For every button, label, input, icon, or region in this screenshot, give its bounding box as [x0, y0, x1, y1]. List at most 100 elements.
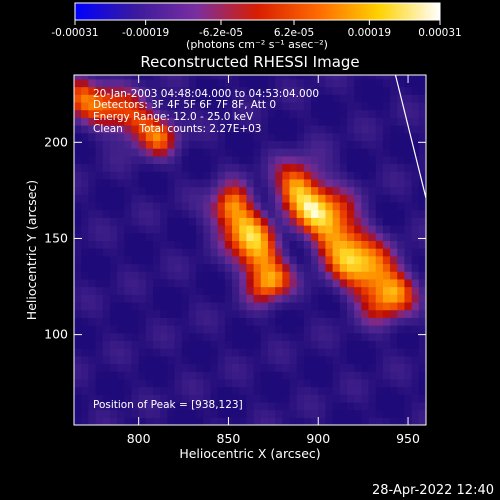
heatmap-cell	[361, 255, 370, 265]
heatmap-cell	[339, 255, 348, 265]
heatmap-cell	[253, 355, 262, 365]
heatmap-cell	[210, 386, 219, 395]
heatmap-cell	[167, 78, 176, 88]
heatmap-cell	[153, 301, 161, 311]
heatmap-cell	[267, 132, 276, 141]
heatmap-cell	[260, 294, 269, 303]
heatmap-cell	[160, 109, 168, 118]
heatmap-cell	[260, 163, 269, 172]
heatmap-cell	[138, 225, 147, 234]
heatmap-cell	[318, 401, 327, 411]
heatmap-cell	[339, 163, 348, 172]
heatmap-cell	[239, 317, 248, 326]
heatmap-cell	[318, 386, 327, 395]
heatmap-cell	[239, 363, 248, 372]
heatmap-cell	[188, 340, 197, 349]
heatmap-cell	[282, 209, 291, 218]
heatmap-cell	[174, 294, 183, 303]
heatmap-cell	[397, 232, 406, 241]
heatmap-cell	[188, 109, 197, 118]
heatmap-cell	[160, 309, 168, 318]
heatmap-cell	[339, 201, 348, 211]
heatmap-cell	[138, 278, 147, 288]
heatmap-cell	[260, 155, 269, 165]
heatmap-cell	[188, 186, 197, 195]
heatmap-cell	[239, 355, 248, 365]
heatmap-cell	[382, 417, 391, 425]
heatmap-cell	[404, 163, 413, 172]
heatmap-cell	[239, 263, 248, 272]
heatmap-cell	[318, 148, 327, 157]
heatmap-cell	[368, 125, 377, 134]
heatmap-cell	[181, 78, 190, 88]
x-tick-label: 950	[396, 431, 420, 446]
heatmap-cell	[95, 225, 104, 234]
heatmap-cell	[117, 325, 125, 334]
heatmap-cell	[253, 94, 262, 103]
heatmap-cell	[232, 301, 240, 311]
heatmap-cell	[239, 340, 248, 349]
heatmap-cell	[188, 101, 197, 111]
heatmap-cell	[138, 309, 147, 318]
heatmap-cell	[160, 140, 168, 149]
heatmap-cell	[203, 394, 212, 403]
heatmap-cell	[339, 271, 348, 280]
heatmap-cell	[181, 232, 190, 241]
heatmap-cell	[246, 325, 255, 334]
heatmap-cell	[375, 386, 384, 395]
heatmap-cell	[74, 171, 82, 180]
heatmap-cell	[296, 132, 305, 141]
heatmap-cell	[418, 355, 426, 365]
heatmap-cell	[267, 171, 276, 180]
heatmap-cell	[196, 340, 204, 349]
heatmap-cell	[390, 101, 398, 111]
heatmap-cell	[88, 240, 97, 249]
heatmap-cell	[102, 75, 111, 80]
heatmap-cell	[74, 117, 82, 126]
heatmap-cell	[167, 75, 176, 80]
heatmap-cell	[303, 309, 312, 318]
heatmap-cell	[181, 194, 190, 203]
heatmap-cell	[167, 94, 176, 103]
heatmap-cell	[181, 155, 190, 165]
heatmap-cell	[217, 248, 226, 257]
heatmap-cell	[339, 75, 348, 80]
heatmap-cell	[332, 348, 341, 357]
heatmap-cell	[102, 363, 111, 372]
heatmap-cell	[296, 75, 305, 80]
heatmap-cell	[418, 248, 426, 257]
heatmap-cell	[289, 194, 298, 203]
heatmap-cell	[382, 263, 391, 272]
heatmap-cell	[239, 75, 248, 80]
heatmap-cell	[131, 409, 140, 418]
heatmap-cell	[217, 348, 226, 357]
heatmap-cell	[167, 401, 176, 411]
heatmap-cell	[303, 101, 312, 111]
heatmap-cell	[339, 194, 348, 203]
heatmap-cell	[203, 240, 212, 249]
heatmap-cell	[102, 148, 111, 157]
heatmap-cell	[361, 94, 370, 103]
heatmap-cell	[117, 209, 125, 218]
heatmap-cell	[339, 132, 348, 141]
heatmap-cell	[382, 248, 391, 257]
heatmap-cell	[404, 225, 413, 234]
heatmap-cell	[174, 217, 183, 226]
heatmap-cell	[160, 86, 168, 95]
heatmap-cell	[88, 217, 97, 226]
heatmap-cell	[354, 394, 362, 403]
heatmap-cell	[382, 278, 391, 288]
heatmap-cell	[239, 78, 248, 88]
colorbar-tick-label: -0.00031	[51, 27, 98, 39]
heatmap-cell	[303, 140, 312, 149]
heatmap-cell	[361, 294, 370, 303]
heatmap-cell	[253, 86, 262, 95]
heatmap-cell	[153, 409, 161, 418]
heatmap-cell	[411, 209, 420, 218]
heatmap-cell	[102, 332, 111, 341]
heatmap-cell	[81, 148, 89, 157]
heatmap-cell	[289, 209, 298, 218]
heatmap-cell	[167, 109, 176, 118]
heatmap-cell	[81, 225, 89, 234]
